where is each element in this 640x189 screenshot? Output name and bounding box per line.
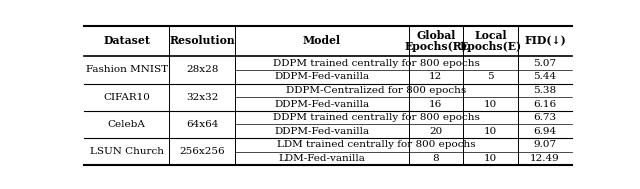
Text: 28x28: 28x28: [186, 65, 218, 74]
Text: LDM-Fed-vanilla: LDM-Fed-vanilla: [278, 154, 365, 163]
Text: CIFAR10: CIFAR10: [103, 93, 150, 102]
Text: DDPM trained centrally for 800 epochs: DDPM trained centrally for 800 epochs: [273, 59, 480, 68]
Text: 16: 16: [429, 99, 442, 108]
Text: 32x32: 32x32: [186, 93, 218, 102]
Text: 64x64: 64x64: [186, 120, 218, 129]
Text: Resolution: Resolution: [170, 36, 235, 46]
Text: 10: 10: [484, 154, 497, 163]
Text: 20: 20: [429, 127, 442, 136]
Text: 5.44: 5.44: [533, 72, 557, 81]
Text: DDPM-Fed-vanilla: DDPM-Fed-vanilla: [275, 99, 369, 108]
Text: Local
Epochs(E): Local Epochs(E): [460, 29, 522, 52]
Text: 12: 12: [429, 72, 442, 81]
Text: DDPM-Centralized for 800 epochs: DDPM-Centralized for 800 epochs: [287, 86, 467, 95]
Text: 12.49: 12.49: [530, 154, 560, 163]
Text: 8: 8: [433, 154, 439, 163]
Text: Global
Epochs(R): Global Epochs(R): [404, 29, 467, 52]
Text: 256x256: 256x256: [179, 147, 225, 156]
Text: 9.07: 9.07: [533, 140, 557, 149]
Text: 5.38: 5.38: [533, 86, 557, 95]
Text: LSUN Church: LSUN Church: [90, 147, 164, 156]
Text: Fashion MNIST: Fashion MNIST: [86, 65, 168, 74]
Text: CelebA: CelebA: [108, 120, 146, 129]
Text: LDM trained centrally for 800 epochs: LDM trained centrally for 800 epochs: [277, 140, 476, 149]
Text: Model: Model: [303, 36, 341, 46]
Text: DDPM-Fed-vanilla: DDPM-Fed-vanilla: [275, 127, 369, 136]
Text: 6.73: 6.73: [533, 113, 557, 122]
Text: DDPM trained centrally for 800 epochs: DDPM trained centrally for 800 epochs: [273, 113, 480, 122]
Text: Dataset: Dataset: [103, 36, 150, 46]
Text: DDPM-Fed-vanilla: DDPM-Fed-vanilla: [275, 72, 369, 81]
Text: FID(↓): FID(↓): [524, 36, 566, 46]
Text: 5.07: 5.07: [533, 59, 557, 68]
Text: 10: 10: [484, 127, 497, 136]
Text: 10: 10: [484, 99, 497, 108]
Text: 5: 5: [487, 72, 494, 81]
Text: 6.16: 6.16: [533, 99, 557, 108]
Text: 6.94: 6.94: [533, 127, 557, 136]
